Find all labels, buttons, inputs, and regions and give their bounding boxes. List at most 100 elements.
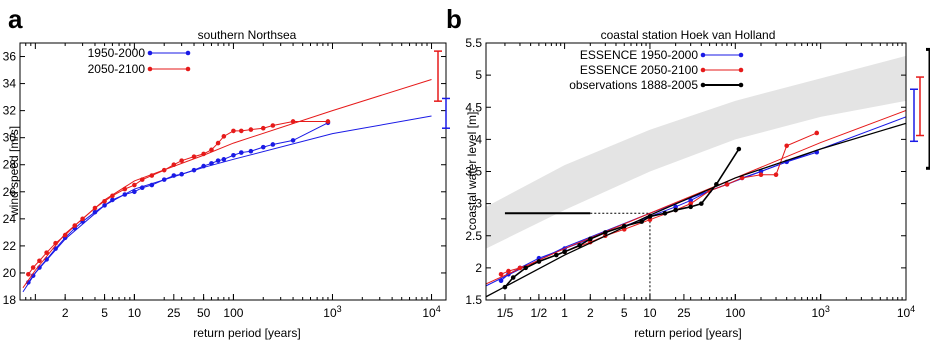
data-point (537, 259, 542, 264)
x-tick-label: 1/2 (531, 306, 548, 320)
fit-line-1 (23, 80, 432, 288)
y-tick-label: 1.5 (465, 293, 482, 307)
legend-marker (739, 68, 744, 73)
y-tick-label: 5 (475, 68, 482, 82)
data-point (172, 173, 177, 178)
data-point (162, 177, 167, 182)
x-tick-label: 104 (422, 304, 440, 320)
data-point (622, 224, 627, 229)
data-point (80, 217, 85, 222)
legend-label: observations 1888-2005 (569, 78, 698, 92)
data-point (603, 230, 608, 235)
data-point (737, 147, 742, 152)
data-point (239, 150, 244, 155)
data-point (26, 272, 31, 277)
y-tick-label: 36 (3, 50, 17, 64)
data-point (673, 208, 678, 213)
data-point (192, 154, 197, 159)
data-point (63, 233, 68, 238)
panel-a-ylabel: wind speed [m/s] (7, 126, 21, 217)
y-tick-label: 20 (3, 266, 17, 280)
data-point (814, 131, 819, 136)
data-point (499, 278, 504, 283)
x-tick-exponent: 3 (825, 304, 830, 314)
data-point (37, 258, 42, 263)
data-point (554, 253, 559, 258)
data-point (231, 153, 236, 158)
data-point (192, 168, 197, 173)
data-point (140, 177, 145, 182)
data-point (150, 173, 155, 178)
legend-marker (701, 68, 706, 73)
x-tick-label: 103 (811, 304, 829, 320)
panel-a-title: southern Northsea (198, 28, 297, 42)
data-point (503, 285, 508, 290)
data-point (172, 162, 177, 167)
panel-b: b coastal station Hoek van Holland 1.522… (446, 4, 915, 340)
data-point (72, 223, 77, 228)
x-tick-label: 2 (62, 306, 69, 320)
data-point (132, 183, 137, 188)
data-point (122, 187, 127, 192)
x-tick-label: 10 (643, 306, 657, 320)
x-tick-label: 100 (223, 306, 243, 320)
data-point (506, 269, 511, 274)
panel-b-title: coastal station Hoek van Holland (601, 28, 776, 42)
legend-marker (148, 51, 153, 56)
panel-b-xlabel: return period [years] (634, 326, 741, 340)
data-point (222, 157, 227, 162)
x-tick-label: 25 (167, 306, 181, 320)
data-point (216, 158, 221, 163)
data-point (102, 203, 107, 208)
panel-a: a southern Northsea 18202224262830323436… (3, 4, 446, 340)
data-point (179, 158, 184, 163)
plot-frame (20, 43, 446, 300)
legend-marker (186, 67, 191, 72)
data-point (209, 161, 214, 166)
data-point (110, 194, 115, 199)
data-point (577, 243, 582, 248)
data-point (648, 214, 653, 219)
data-point (162, 168, 167, 173)
panel-a-legend: 1950-2000 2050-2100 (88, 46, 191, 76)
data-point (562, 250, 567, 255)
data-point (239, 129, 244, 134)
panel-b-letter: b (446, 4, 462, 34)
data-point (222, 134, 227, 139)
y-tick-label: 34 (3, 77, 17, 91)
legend-marker (148, 67, 153, 72)
data-point (201, 164, 206, 169)
data-point (249, 127, 254, 132)
data-point (774, 172, 779, 177)
data-point (44, 250, 49, 255)
data-point (588, 237, 593, 242)
data-point (261, 145, 266, 150)
data-point (271, 142, 276, 147)
data-point (249, 149, 254, 154)
y-tick-label: 22 (3, 239, 17, 253)
legend-label: ESSENCE 2050-2100 (580, 63, 698, 77)
x-tick-label: 25 (677, 306, 691, 320)
data-point (231, 129, 236, 134)
x-tick-label: 100 (725, 306, 745, 320)
data-point (209, 148, 214, 153)
x-tick-label: 1/5 (497, 306, 514, 320)
data-point (291, 138, 296, 143)
y-tick-label: 18 (3, 293, 17, 307)
y-tick-label: 5.5 (465, 36, 482, 50)
data-point (122, 192, 127, 197)
x-tick-label: 10 (128, 306, 142, 320)
x-tick-label: 5 (621, 306, 628, 320)
legend-marker (701, 83, 706, 88)
legend-label: ESSENCE 1950-2000 (580, 48, 698, 62)
fit-line-0 (23, 116, 432, 292)
data-point (179, 172, 184, 177)
data-point (132, 189, 137, 194)
data-point (261, 126, 266, 131)
data-point (93, 206, 98, 211)
data-point (511, 275, 516, 280)
data-point (110, 198, 115, 203)
data-point (759, 172, 764, 177)
